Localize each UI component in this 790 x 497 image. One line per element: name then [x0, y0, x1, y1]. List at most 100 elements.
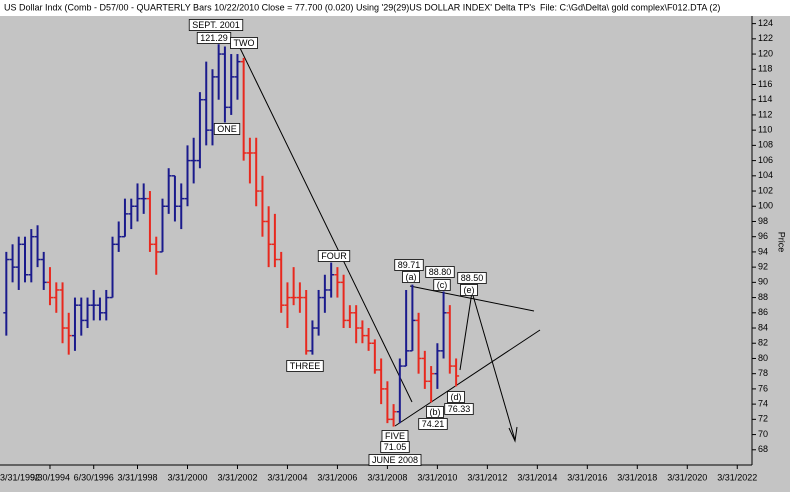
x-tick-label: 3/31/2022: [717, 472, 757, 482]
ohlc-bar: [203, 61, 210, 146]
ohlc-bar: [446, 305, 453, 374]
ohlc-bar: [209, 69, 216, 146]
ohlc-bar: [190, 137, 197, 184]
annotation-box: [426, 406, 444, 418]
ohlc-bar: [334, 267, 341, 298]
trend-lines: [239, 47, 541, 443]
annotation: (d): [451, 392, 462, 402]
ohlc-bar: [359, 320, 366, 344]
y-tick-label: 122: [758, 33, 773, 43]
annotation-box: [317, 250, 351, 262]
y-tick-label: 88: [758, 292, 768, 302]
ohlc-bar: [321, 274, 328, 313]
x-tick-label: 9/30/1994: [30, 472, 70, 482]
x-tick-label: 3/31/2018: [617, 472, 657, 482]
y-tick-label: 98: [758, 216, 768, 226]
ohlc-bar: [109, 236, 116, 299]
ohlc-bar: [303, 289, 310, 355]
y-tick-label: 74: [758, 398, 768, 408]
annotation: 89.71: [398, 260, 421, 270]
annotation-box: [447, 391, 465, 403]
ohlc-bar: [196, 92, 203, 169]
y-tick-label: 124: [758, 18, 773, 28]
ohlc-bar: [284, 282, 291, 329]
header-file: File: C:\Gd\Delta\ gold complex\F012.DTA…: [540, 2, 720, 12]
ohlc-bar: [315, 289, 322, 336]
annotation-box: [380, 441, 410, 453]
ohlc-bar: [103, 289, 110, 321]
ohlc-bar: [40, 251, 47, 290]
ohlc-bar: [78, 297, 85, 336]
y-tick-label: 84: [758, 322, 768, 332]
ohlc-bar: [271, 213, 278, 268]
annotation-box: [418, 418, 448, 430]
trend-line: [409, 285, 535, 312]
arrow-head: [508, 426, 518, 443]
ohlc-bar: [159, 198, 166, 253]
y-tick-label: 118: [758, 64, 772, 74]
y-tick-label: 80: [758, 353, 768, 363]
ohlc-bar: [121, 198, 128, 238]
y-tick-label: 110: [758, 125, 772, 135]
ohlc-bar: [34, 225, 41, 268]
ohlc-bar: [71, 297, 78, 351]
ohlc-bar: [90, 289, 97, 321]
annotation: (c): [437, 280, 448, 290]
ohlc-bar: [340, 274, 347, 329]
y-tick-label: 94: [758, 246, 768, 256]
x-tick-label: 3/31/2006: [317, 472, 357, 482]
y-tick-label: 114: [758, 94, 772, 104]
annotation: (e): [464, 285, 475, 295]
y-tick-label: 72: [758, 414, 768, 424]
annotation: FOUR: [321, 251, 347, 261]
ohlc-bar: [371, 339, 378, 374]
annotation-box: [394, 259, 424, 271]
y-tick-label: 82: [758, 338, 768, 348]
ohlc-bar: [278, 251, 285, 313]
annotation: (a): [406, 272, 417, 282]
trend-line: [394, 329, 541, 427]
ohlc-bar: [128, 198, 135, 230]
y-tick-label: 78: [758, 368, 768, 378]
x-tick-label: 3/31/2000: [167, 472, 207, 482]
y-tick-label: 120: [758, 48, 773, 58]
ohlc-bar: [246, 137, 253, 184]
ohlc-bar: [53, 282, 60, 313]
annotation: ONE: [217, 124, 237, 134]
ohlc-bar: [84, 297, 91, 329]
x-tick-label: 3/31/2004: [267, 472, 307, 482]
annotation: FIVE: [385, 431, 405, 441]
annotation: SEPT. 2001: [192, 20, 240, 30]
y-tick-label: 108: [758, 140, 773, 150]
ohlc-bar: [215, 44, 222, 100]
ohlc-bar: [240, 57, 247, 161]
x-tick-label: 3/31/2010: [417, 472, 457, 482]
header-bg: [0, 0, 790, 16]
ohlc-bar: [184, 145, 191, 207]
annotation-box: [230, 37, 258, 49]
ohlc-bar: [384, 381, 391, 424]
ohlc-bar: [253, 137, 260, 207]
ohlc-bar: [115, 221, 122, 252]
annotation-box: [425, 266, 455, 278]
ohlc-bar: [178, 183, 185, 230]
ohlc-bar: [453, 358, 460, 387]
ohlc-bar: [328, 262, 335, 298]
annotation: 88.50: [461, 273, 484, 283]
ohlc-bar: [153, 236, 160, 275]
annotation-box: [402, 271, 420, 283]
ohlc-bar: [265, 206, 272, 268]
y-tick-label: 100: [758, 201, 773, 211]
annotation: JUNE 2008: [372, 455, 418, 465]
ohlc-bar: [140, 183, 147, 214]
ohlc-bar: [146, 191, 153, 252]
y-tick-label: 92: [758, 262, 768, 272]
ohlc-bar: [134, 183, 141, 222]
annotation: THREE: [290, 361, 321, 371]
x-tick-label: 3/31/2012: [467, 472, 507, 482]
annotation: 76.33: [448, 404, 471, 414]
ohlc-bar: [365, 328, 372, 351]
ohlc-bar: [309, 320, 316, 355]
header-title: US Dollar Indx (Comb - D57/00 - QUARTERL…: [4, 2, 353, 12]
